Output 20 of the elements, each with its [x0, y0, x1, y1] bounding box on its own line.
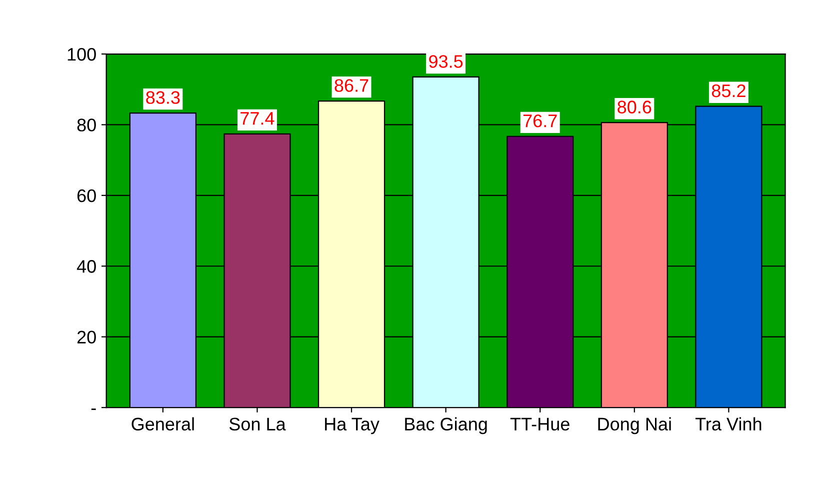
data-label: 85.2: [712, 84, 746, 98]
data-label: 86.7: [334, 79, 368, 92]
x-tick-label: Ha Tay: [325, 418, 380, 434]
data-label: 83.3: [146, 91, 180, 104]
y-tick-label: 60: [77, 189, 96, 202]
x-tick-label: Bac Giang: [405, 417, 487, 434]
y-tick-label: 80: [77, 118, 96, 132]
data-label: 77.4: [240, 112, 274, 125]
x-tick-label: Tra Vinh: [695, 417, 762, 431]
data-label: 76.7: [523, 114, 557, 128]
x-tick-label: General: [132, 417, 194, 431]
x-tick-label: Son La: [229, 418, 286, 431]
y-tick-label: -: [91, 408, 96, 410]
x-tick-label: Dong Nai: [598, 417, 671, 434]
y-tick-label: 20: [77, 330, 96, 344]
y-tick-label: 40: [76, 260, 96, 273]
y-tick-label: 100: [68, 48, 96, 61]
x-tick-label: TT-Hue: [510, 418, 570, 431]
data-label: 93.5: [429, 55, 463, 68]
data-label: 80.6: [618, 100, 652, 114]
